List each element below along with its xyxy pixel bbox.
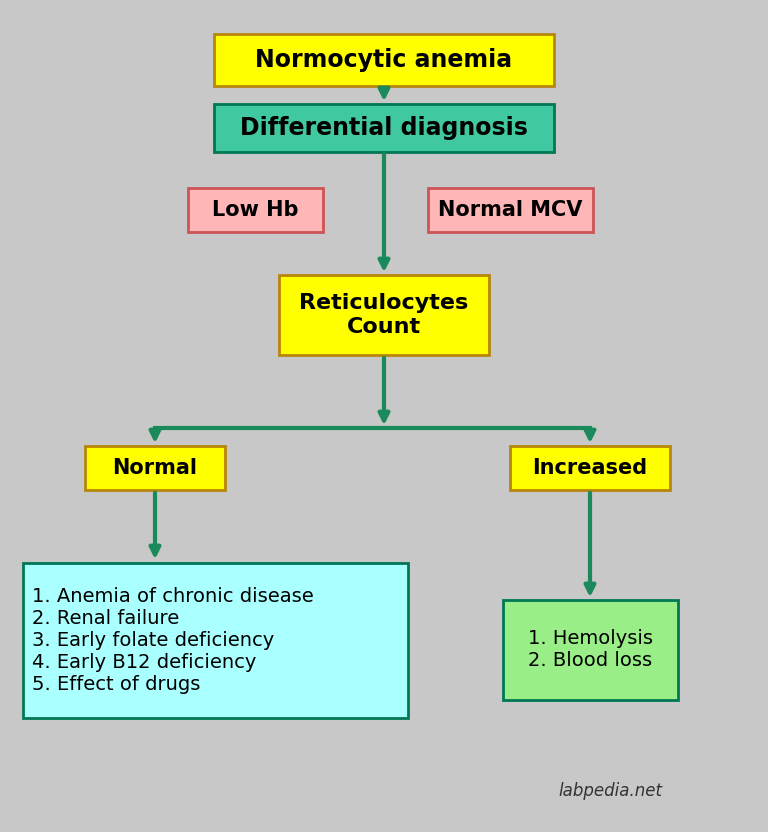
Text: Increased: Increased (532, 458, 647, 478)
FancyBboxPatch shape (22, 562, 408, 717)
Text: 1. Anemia of chronic disease
2. Renal failure
3. Early folate deficiency
4. Earl: 1. Anemia of chronic disease 2. Renal fa… (32, 587, 314, 694)
Text: Differential diagnosis: Differential diagnosis (240, 116, 528, 140)
FancyBboxPatch shape (187, 188, 323, 232)
Text: Normocytic anemia: Normocytic anemia (256, 48, 512, 72)
Text: Normal: Normal (112, 458, 197, 478)
Text: Low Hb: Low Hb (212, 200, 298, 220)
FancyBboxPatch shape (428, 188, 592, 232)
Text: Normal MCV: Normal MCV (438, 200, 582, 220)
FancyBboxPatch shape (85, 446, 225, 490)
Text: 1. Hemolysis
2. Blood loss: 1. Hemolysis 2. Blood loss (528, 630, 653, 671)
Text: labpedia.net: labpedia.net (558, 782, 662, 800)
FancyBboxPatch shape (214, 34, 554, 86)
FancyBboxPatch shape (502, 600, 677, 700)
Text: Reticulocytes
Count: Reticulocytes Count (300, 294, 468, 337)
FancyBboxPatch shape (214, 104, 554, 152)
FancyBboxPatch shape (510, 446, 670, 490)
FancyBboxPatch shape (279, 275, 489, 355)
